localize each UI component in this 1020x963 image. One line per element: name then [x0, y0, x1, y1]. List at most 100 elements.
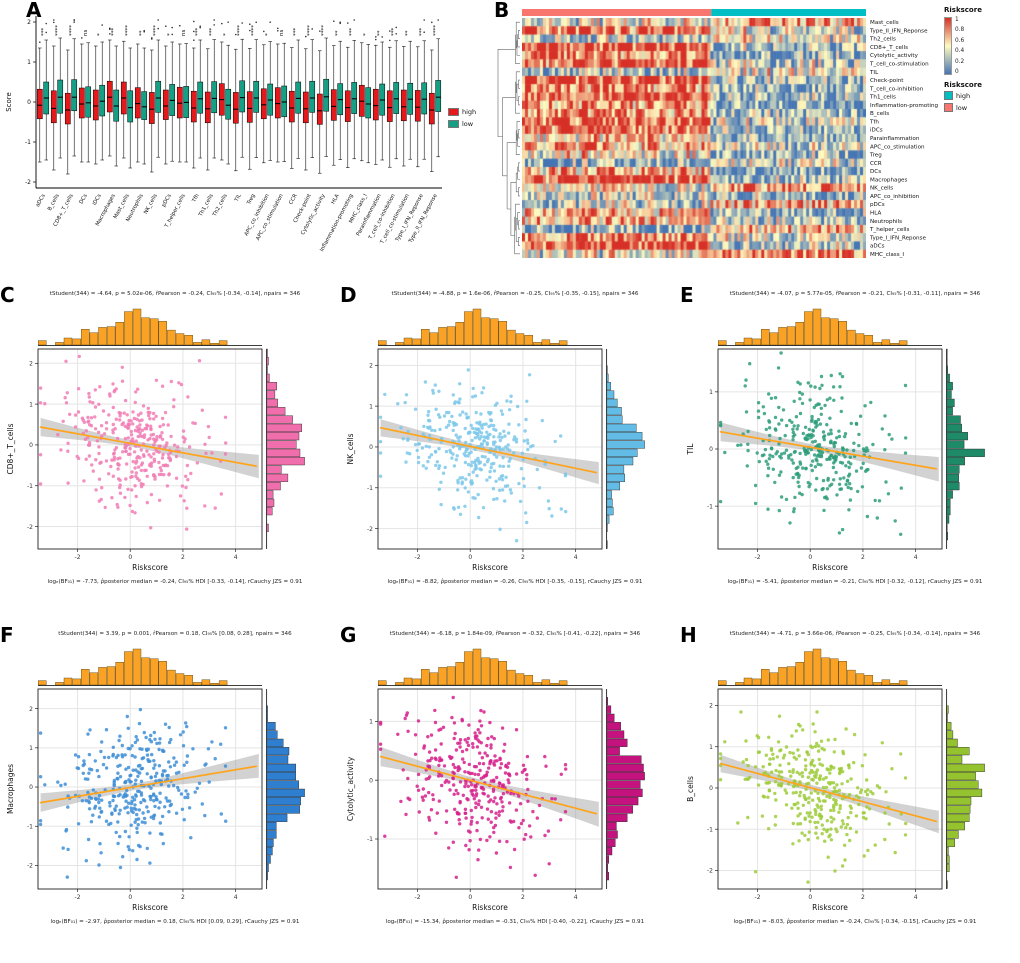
svg-text:0: 0	[468, 554, 472, 561]
svg-text:NK_cells: NK_cells	[346, 433, 355, 464]
panel-g-scatter: G tStudent(344) = -6.18, p = 1.84e-09, r…	[340, 623, 680, 963]
svg-text:CCR: CCR	[870, 161, 882, 167]
svg-text:T_cell_co-inhibition: T_cell_co-inhibition	[869, 86, 924, 92]
svg-text:-2: -2	[415, 554, 421, 561]
scatter-b-cells: -2 0 2 4 -2 -1 0 1 2 Riskscore B_cells	[686, 648, 985, 912]
panel-d-scatter: D tStudent(344) = -4.88, p = 1.6e-06, r̂…	[340, 283, 680, 623]
svg-text:-2: -2	[707, 868, 713, 875]
svg-text:pDCs: pDCs	[870, 202, 885, 208]
svg-text:***: ***	[419, 28, 425, 37]
immune-cell-heatmap	[522, 18, 866, 258]
svg-text:APC_co_inhibition: APC_co_inhibition	[870, 194, 920, 200]
svg-text:Type_I_IFN_Reponse: Type_I_IFN_Reponse	[869, 235, 926, 241]
svg-text:****: ****	[55, 25, 61, 36]
svg-text:0: 0	[29, 784, 33, 791]
svg-text:2: 2	[181, 554, 185, 561]
svg-text:1: 1	[369, 403, 373, 410]
svg-text:APC_co_stimulation: APC_co_stimulation	[870, 144, 925, 150]
legend-item-high: high	[448, 108, 476, 116]
panel-e-stats-top: tStudent(344) = -4.07, p = 5.77e-05, r̂P…	[729, 291, 981, 297]
panel-letter-f: F	[0, 623, 14, 647]
riskscore-high-swatch	[944, 91, 953, 100]
legend-item-low: low	[944, 103, 1016, 112]
svg-text:DCs: DCs	[79, 193, 89, 205]
svg-text:Riskscore: Riskscore	[812, 563, 848, 572]
legend-item-low: low	[448, 120, 476, 128]
svg-text:****: ****	[321, 25, 327, 36]
svg-text:0: 0	[468, 894, 472, 901]
svg-text:4: 4	[574, 894, 578, 901]
svg-text:1: 1	[709, 744, 713, 751]
panel-letter-b: B	[494, 0, 510, 22]
svg-text:*: *	[223, 33, 229, 36]
svg-text:2: 2	[521, 894, 525, 901]
svg-text:2: 2	[521, 554, 525, 561]
panel-letter-e: E	[680, 283, 694, 307]
heatmap-legend: Riskscore 1 0.8 0.6 0.4 0.2 0 Riskscore …	[944, 6, 1016, 112]
svg-text:-1: -1	[25, 139, 31, 146]
svg-text:*: *	[97, 33, 103, 36]
svg-text:*: *	[265, 33, 271, 36]
svg-text:Riskscore: Riskscore	[132, 563, 168, 572]
svg-text:***: ***	[391, 28, 397, 37]
svg-text:Check-point: Check-point	[870, 78, 904, 84]
riskscore-legend-items: high low	[944, 91, 1016, 112]
svg-text:***: ***	[195, 28, 201, 37]
svg-text:***: ***	[349, 28, 355, 37]
panel-h-scatter: H tStudent(344) = -4.71, p = 3.66e-06, r…	[680, 623, 1020, 963]
svg-text:APC_co_stimulation: APC_co_stimulation	[255, 193, 285, 241]
scatter-macrophages: -2 0 2 4 -2 -1 0 1 2 Riskscore Macrophages	[6, 648, 305, 912]
svg-text:-1: -1	[27, 823, 33, 830]
svg-text:0: 0	[709, 446, 713, 453]
svg-text:-2: -2	[75, 554, 81, 561]
legend-low-label: low	[462, 120, 474, 128]
colorbar: 1 0.8 0.6 0.4 0.2 0	[944, 17, 1016, 75]
svg-text:aDCs: aDCs	[35, 193, 47, 208]
riskscore-low-swatch	[944, 103, 953, 112]
svg-text:Macrophages: Macrophages	[6, 764, 15, 814]
svg-text:Treg: Treg	[246, 193, 257, 207]
svg-text:4: 4	[234, 894, 238, 901]
ssgsea-score-boxplot: -2-1012Score***aDCs****B_cells****CD8+_T…	[5, 16, 442, 253]
svg-text:Cytolytic_activity: Cytolytic_activity	[346, 756, 355, 821]
svg-text:Score: Score	[5, 92, 13, 112]
heatmap-colorbar	[944, 17, 952, 75]
svg-text:CD8+_T_cells: CD8+_T_cells	[870, 45, 908, 51]
svg-text:-2: -2	[75, 894, 81, 901]
svg-text:-1: -1	[707, 503, 713, 510]
svg-text:2: 2	[861, 554, 865, 561]
svg-text:iDCs: iDCs	[870, 128, 883, 134]
svg-text:0: 0	[29, 442, 33, 449]
svg-text:***: ***	[111, 28, 117, 37]
panel-e-stats-bottom: logₑ(BF₀₁) = -5.41, ρ̂posterior median =…	[727, 579, 983, 585]
panel-c-stats-bottom: logₑ(BF₀₁) = -7.73, ρ̂posterior median =…	[47, 579, 303, 585]
panel-d-stats-top: tStudent(344) = -4.88, p = 1.6e-06, r̂Pe…	[391, 291, 639, 297]
panel-f-scatter: F tStudent(344) = 3.39, p = 0.001, r̂Pea…	[0, 623, 340, 963]
svg-text:2: 2	[181, 894, 185, 901]
svg-text:TIL: TIL	[686, 443, 695, 456]
panel-letter-d: D	[340, 283, 357, 307]
svg-text:Th2_cells: Th2_cells	[869, 37, 896, 43]
svg-text:4: 4	[914, 554, 918, 561]
svg-text:Th1_cells: Th1_cells	[869, 95, 896, 101]
svg-text:4: 4	[234, 554, 238, 561]
svg-text:DCs: DCs	[870, 169, 881, 175]
svg-text:-2: -2	[755, 554, 761, 561]
svg-text:Neutrophils: Neutrophils	[870, 219, 902, 225]
svg-text:ns: ns	[83, 30, 89, 36]
scatter-til: -2 0 2 4 -1 0 1 Riskscore TIL	[686, 308, 985, 572]
panel-d-stats-bottom: logₑ(BF₀₁) = -8.82, ρ̂posterior median =…	[387, 579, 643, 585]
svg-text:*: *	[167, 33, 173, 36]
svg-text:0: 0	[369, 777, 373, 784]
svg-text:****: ****	[125, 25, 131, 36]
svg-text:0: 0	[709, 785, 713, 792]
legend-low-swatch	[448, 120, 459, 128]
svg-text:1: 1	[709, 389, 713, 396]
panel-f-stats-bottom: logₑ(BF₀₁) = -2.97, ρ̂posterior median =…	[50, 919, 300, 925]
scatter-cd8-t-cells: -2 0 2 4 -2 -1 0 1 2 Riskscore CD8+_T_cells	[6, 308, 305, 572]
svg-text:1: 1	[29, 401, 33, 408]
panel-g-stats-bottom: logₑ(BF₀₁) = -15.34, ρ̂posterior median …	[385, 919, 645, 925]
svg-text:2: 2	[29, 706, 33, 713]
svg-text:***: ***	[41, 28, 47, 37]
